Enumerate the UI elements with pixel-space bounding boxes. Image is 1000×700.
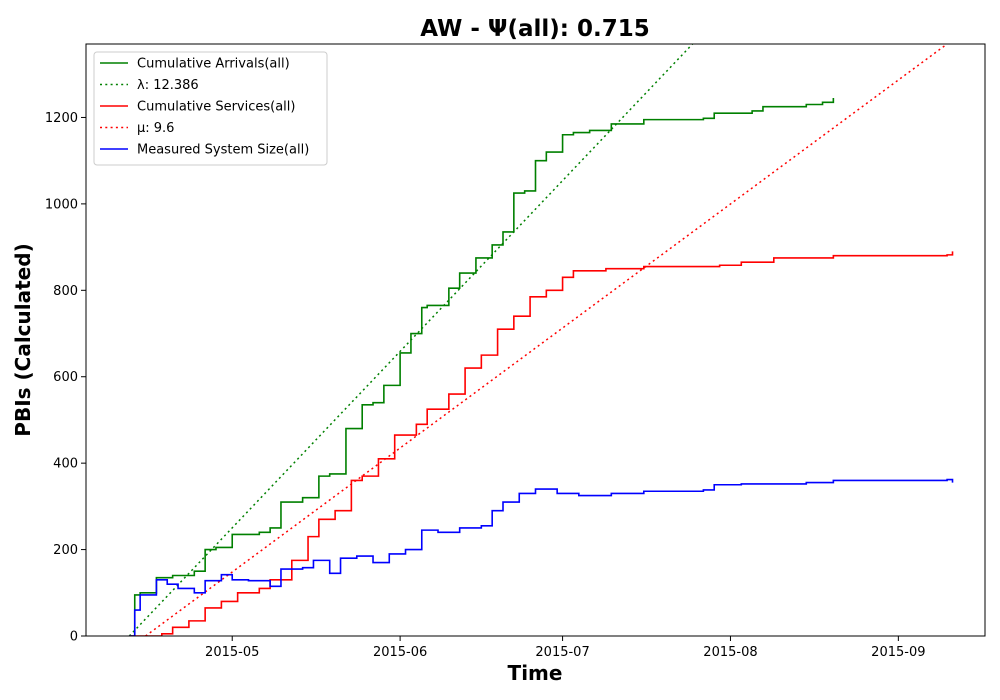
legend-label-2: λ: 12.386 [137, 78, 199, 93]
legend-label-1: Cumulative Arrivals(all) [137, 57, 290, 72]
series-layer [128, 44, 954, 636]
series-line-1 [129, 98, 835, 636]
chart-title: AW - Ψ(all): 0.715 [420, 16, 650, 42]
y-tick-label: 400 [53, 457, 78, 472]
x-tick-label: 2015-06 [373, 645, 427, 660]
legend-box [93, 51, 328, 166]
y-tick-label: 200 [53, 543, 78, 558]
series-line-3 [129, 251, 954, 636]
legend-label-5: Measured System Size(all) [137, 143, 309, 158]
y-tick-label: 800 [53, 284, 78, 299]
y-tick-label: 1200 [45, 111, 78, 126]
x-axis-label: Time [508, 661, 563, 685]
y-tick-label: 600 [53, 370, 78, 385]
plot-area [85, 43, 986, 637]
series-line-5 [129, 478, 954, 636]
y-tick-label: 1000 [45, 197, 78, 212]
series-line-2 [128, 44, 694, 636]
legend: Cumulative Arrivals(all) λ: 12.386 Cumulat… [93, 51, 328, 166]
x-tick-label: 2015-07 [535, 645, 589, 660]
legend-label-3: Cumulative Services(all) [137, 100, 295, 115]
y-axis: 0 200 400 600 800 1000 1200 [45, 111, 86, 645]
y-axis-label: PBIs (Calculated) [11, 243, 35, 436]
x-tick-label: 2015-05 [205, 645, 259, 660]
plot-frame [85, 43, 986, 637]
y-tick-label: 0 [70, 630, 78, 645]
x-axis: 2015-05 2015-06 2015-07 2015-08 2015-09 [205, 636, 926, 660]
legend-label-4: μ: 9.6 [137, 121, 174, 136]
x-tick-label: 2015-08 [703, 645, 757, 660]
x-tick-label: 2015-09 [871, 645, 925, 660]
series-line-4 [145, 44, 948, 636]
